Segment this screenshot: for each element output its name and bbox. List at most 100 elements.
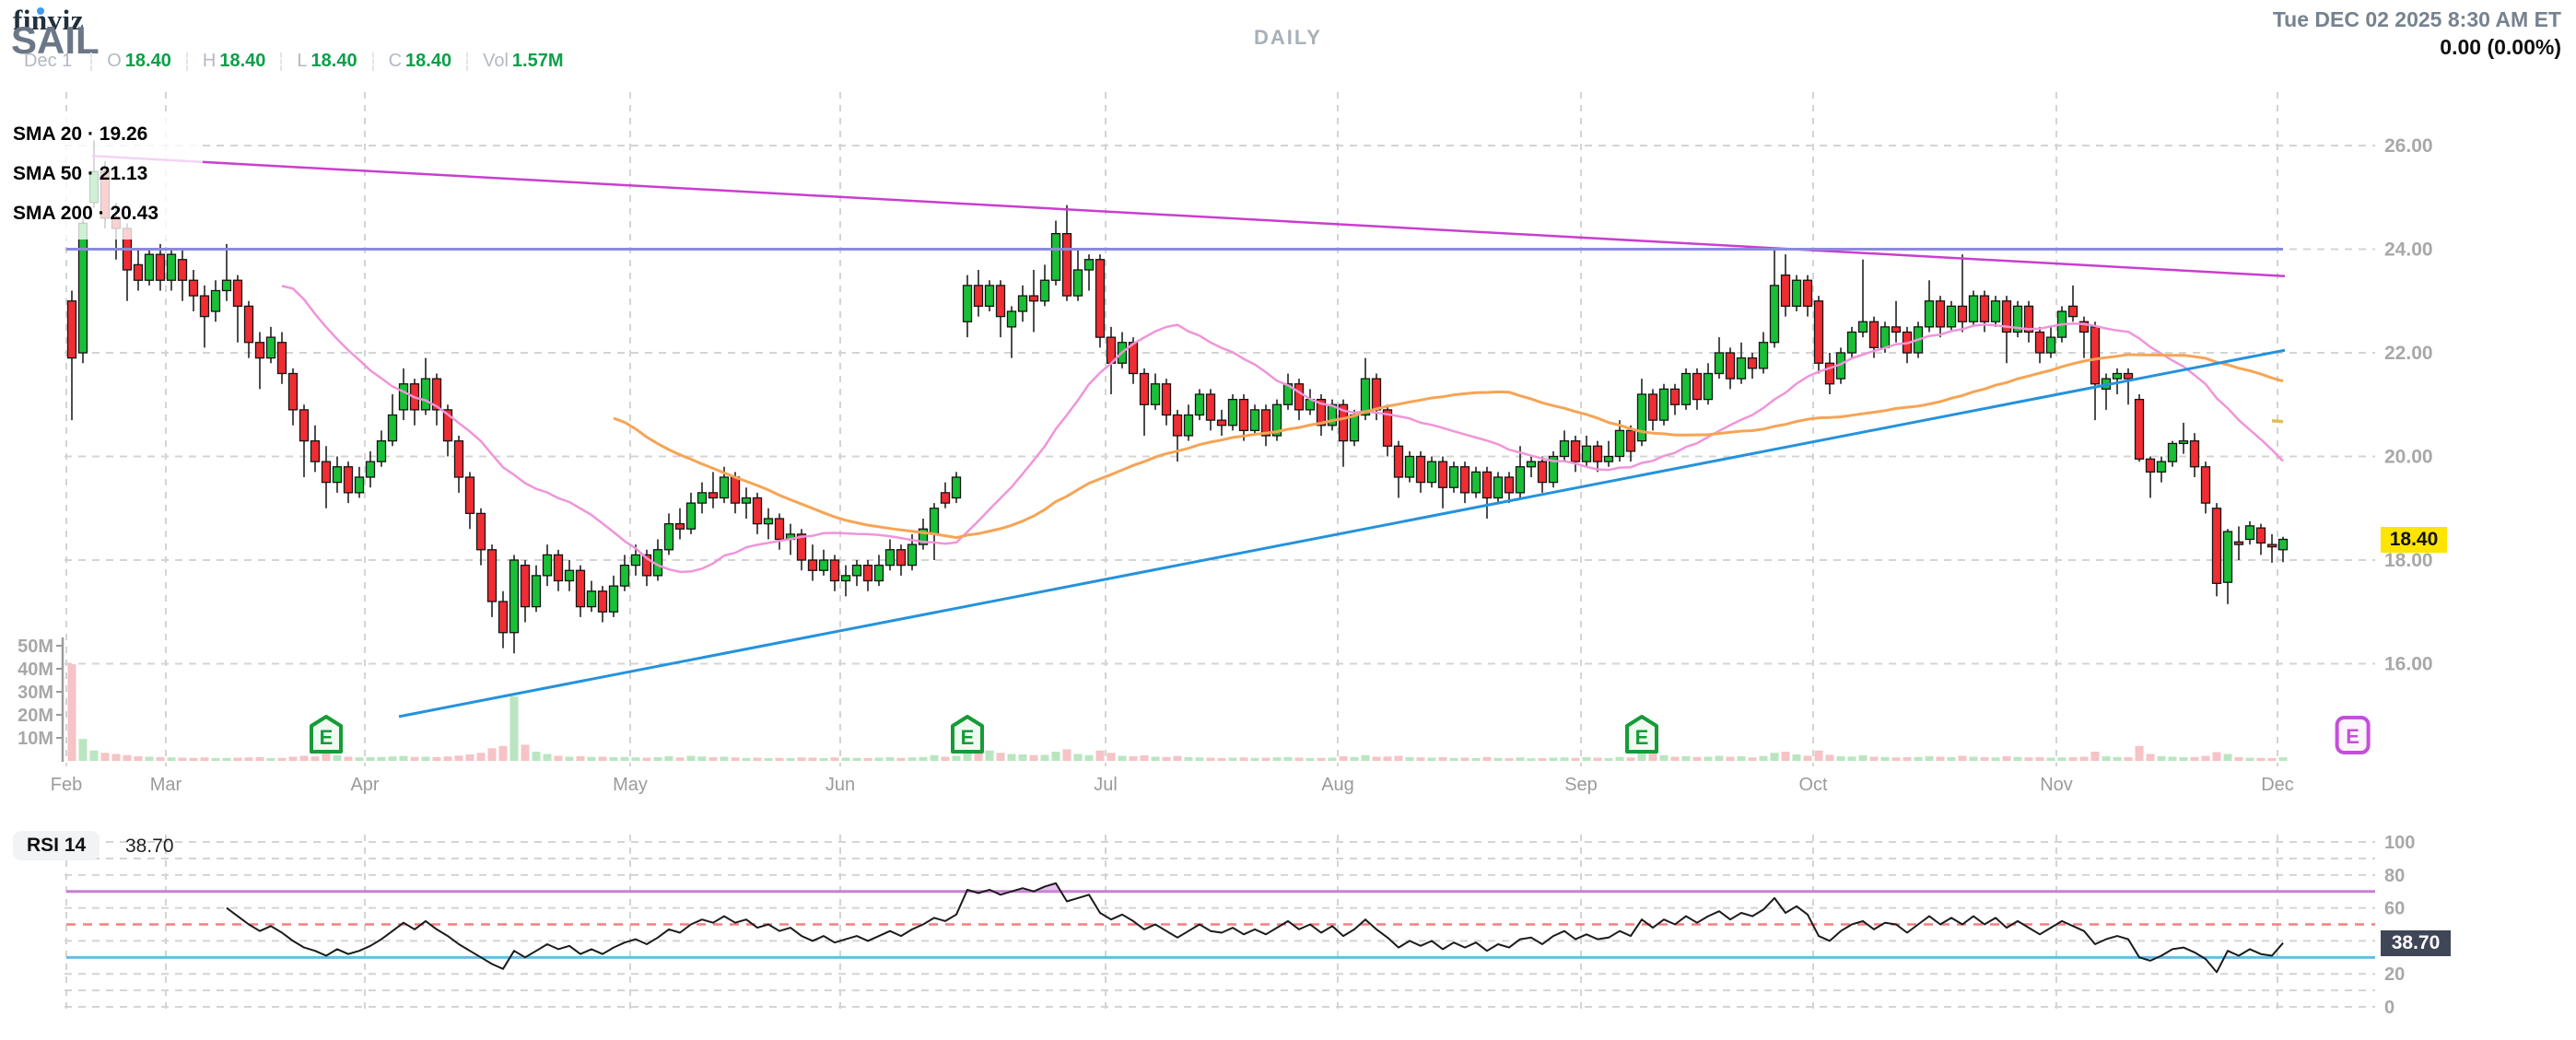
- volume-bar: [67, 664, 76, 761]
- volume-bar: [1626, 757, 1635, 761]
- volume-bar: [1604, 758, 1613, 761]
- candle-down: [310, 439, 321, 462]
- month-label: Apr: [350, 775, 379, 795]
- sma200-legend: SMA 200 · 20.43: [13, 203, 158, 225]
- rsi-indicator-chip[interactable]: RSI 14: [13, 831, 100, 860]
- volume-bar: [609, 757, 618, 761]
- volume-bar: [2024, 757, 2033, 761]
- candle-down: [2211, 508, 2222, 584]
- month-label: May: [613, 775, 648, 795]
- candle-down: [1205, 393, 1216, 421]
- volume-bar: [487, 748, 497, 761]
- candle-down: [464, 476, 475, 515]
- volume-bar: [288, 756, 298, 761]
- volume-bar: [1118, 755, 1127, 761]
- rsi-tick-label: 0: [2384, 998, 2395, 1018]
- sma-legend-backdrop: [0, 116, 203, 240]
- price-tick-label: 18.00: [2384, 550, 2433, 571]
- volume-tick-label: 50M: [18, 637, 53, 657]
- candle-down: [1061, 232, 1072, 297]
- earnings-marker-letter: E: [320, 726, 334, 749]
- volume-bar: [852, 757, 861, 761]
- volume-bar: [830, 757, 839, 761]
- volume-bar: [498, 745, 508, 761]
- volume-bar: [2212, 752, 2221, 761]
- volume-bar: [1228, 757, 1237, 761]
- volume-bar: [244, 757, 253, 761]
- candle-down: [829, 559, 840, 582]
- candle-up: [873, 564, 884, 582]
- candle-up: [1758, 342, 1769, 369]
- rsi-tick-label: 100: [2384, 833, 2415, 853]
- candle-up: [332, 466, 343, 484]
- ohlc-date: Dec 1: [24, 51, 73, 71]
- candle-down: [1747, 356, 1758, 369]
- candle-down: [1338, 403, 1349, 442]
- volume-bar: [2002, 756, 2011, 761]
- candle-up: [542, 554, 553, 577]
- volume-bar: [1350, 756, 1359, 761]
- candle-down: [1692, 372, 1703, 401]
- candle-down: [862, 564, 873, 582]
- candle-down: [498, 601, 509, 634]
- candle-down: [1780, 274, 1791, 308]
- candle-down: [940, 492, 951, 504]
- volume-bar: [2168, 756, 2177, 761]
- finviz-logo[interactable]: finviz: [13, 4, 84, 37]
- open-value: 18.40: [124, 51, 171, 71]
- rsi-tick-label: 20: [2384, 964, 2405, 985]
- candle-up: [918, 528, 929, 545]
- candle-up: [2156, 461, 2167, 473]
- volume-bar: [620, 756, 629, 761]
- volume-bar: [2146, 754, 2155, 761]
- volume-bar: [874, 757, 884, 761]
- volume-bar: [1737, 756, 1746, 761]
- volume-bar: [2190, 756, 2199, 761]
- month-label: Nov: [2040, 775, 2073, 795]
- last-price-badge: 18.40: [2381, 527, 2447, 553]
- volume-bar: [841, 757, 850, 761]
- candle-down: [2233, 541, 2244, 545]
- candle-up: [984, 285, 995, 308]
- volume-bar: [509, 696, 519, 761]
- candle-up: [2112, 372, 2123, 380]
- volume-bar: [1294, 757, 1304, 761]
- candle-up: [1581, 445, 1592, 462]
- candle-down: [2266, 543, 2277, 548]
- sma200-line: [2271, 419, 2284, 424]
- ohlc-divider: [185, 52, 188, 71]
- volume-bar: [1681, 756, 1691, 761]
- high-value: 18.40: [219, 51, 266, 71]
- volume-bar: [1836, 756, 1845, 761]
- volume-bar: [2135, 745, 2144, 761]
- candle-up: [1526, 461, 1537, 468]
- volume-bar: [1129, 756, 1138, 761]
- volume-bar: [885, 757, 895, 761]
- candle-down: [243, 305, 254, 344]
- volume-bar: [1704, 756, 1713, 761]
- candle-down: [1294, 383, 1305, 411]
- volume-bar: [1460, 757, 1469, 761]
- sma50-legend: SMA 50 · 21.13: [13, 163, 147, 185]
- volume-bar: [631, 757, 640, 761]
- volume-bar: [720, 756, 729, 761]
- candle-up: [1924, 300, 1935, 328]
- volume-bar: [565, 756, 574, 761]
- candle-down: [1570, 439, 1581, 462]
- volume-bar: [664, 756, 673, 761]
- volume-bar: [919, 756, 928, 761]
- candle-up: [265, 336, 276, 359]
- candle-down: [2255, 527, 2266, 544]
- month-label: Oct: [1798, 775, 1828, 795]
- candle-down: [177, 259, 188, 281]
- candle-down: [486, 549, 498, 602]
- candle-up: [1769, 285, 1780, 344]
- sma20-label: SMA 20: [13, 123, 83, 145]
- volume-tick-label: 10M: [18, 729, 53, 749]
- volume-bar: [1936, 756, 1945, 761]
- ohlc-bar: Dec 1 O 18.40 H 18.40 L 18.40 C 18.40 Vo…: [24, 51, 564, 72]
- volume-bar: [211, 758, 220, 761]
- candle-down: [796, 533, 807, 561]
- volume-bar: [2157, 756, 2166, 761]
